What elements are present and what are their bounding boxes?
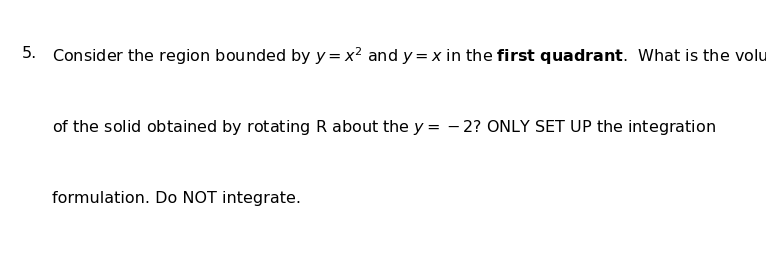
- Text: 5.: 5.: [21, 46, 37, 61]
- Text: Consider the region bounded by $y=x^{2}$ and $y=x$ in the $\mathbf{first\ quadra: Consider the region bounded by $y=x^{2}$…: [52, 46, 766, 68]
- Text: formulation. Do NOT integrate.: formulation. Do NOT integrate.: [52, 191, 301, 206]
- Text: of the solid obtained by rotating R about the $y=-2$? ONLY SET UP the integratio: of the solid obtained by rotating R abou…: [52, 118, 716, 137]
